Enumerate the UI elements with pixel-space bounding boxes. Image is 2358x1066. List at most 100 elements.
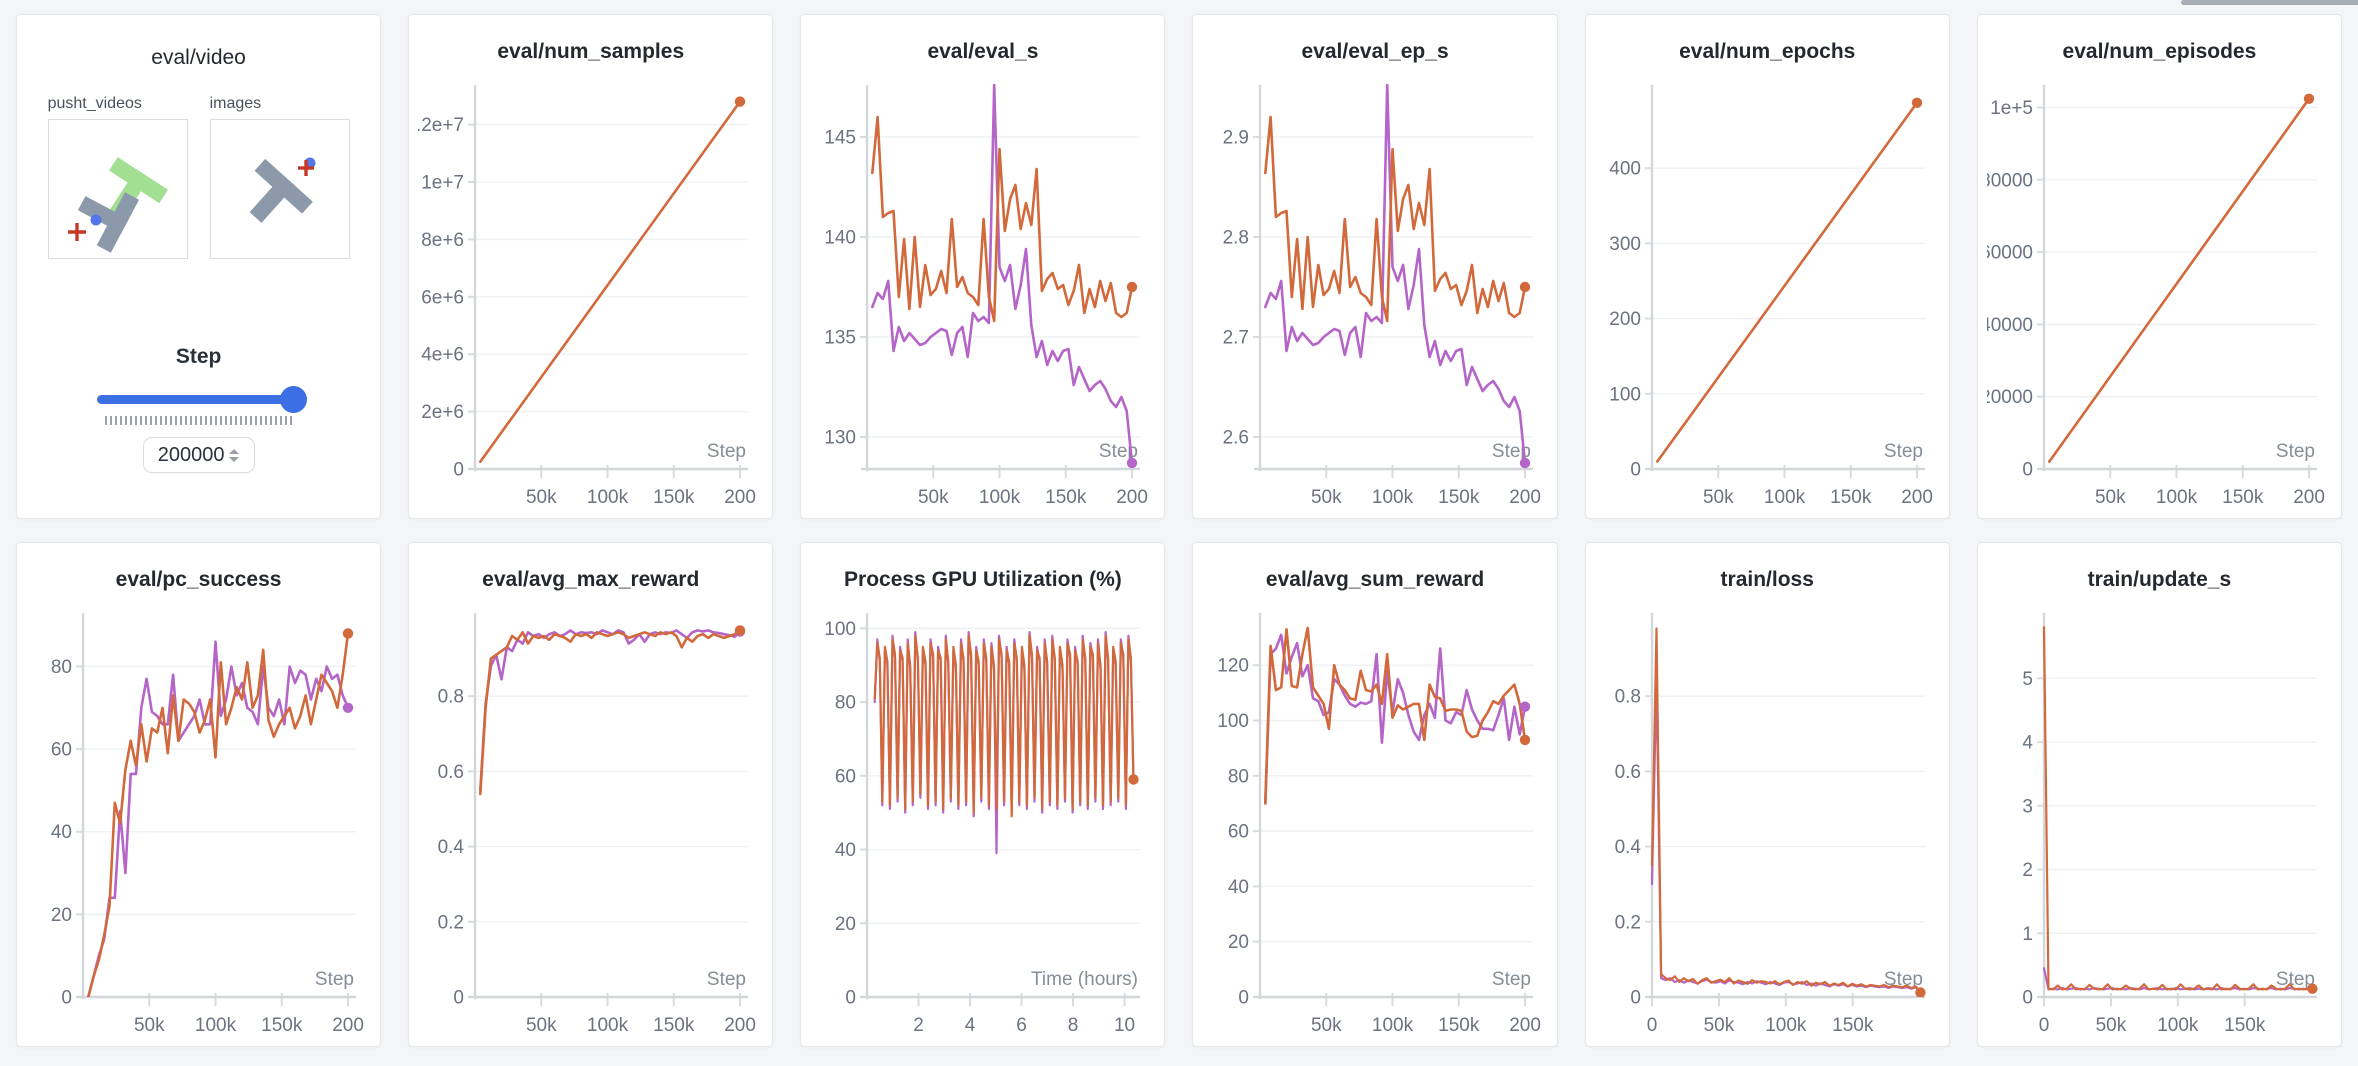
svg-text:150k: 150k (1830, 487, 1872, 508)
svg-text:80: 80 (51, 657, 72, 678)
svg-text:100k: 100k (1371, 1015, 1413, 1036)
pusht-env-render (67, 157, 168, 253)
svg-text:50k: 50k (2095, 1015, 2126, 1036)
chart-plot-num_samples[interactable]: 0 2e+6 4e+6 6e+6 8e+6 1e+7 1.2e+7 50k 100k 150k 20… (409, 75, 763, 518)
svg-text:100k: 100k (587, 487, 629, 508)
svg-text:150k: 150k (1046, 487, 1088, 508)
chart-svg: 0 20 40 60 80 100 120 50k 100k 150k 200 Step (1217, 613, 1541, 1036)
svg-text:100k: 100k (1764, 487, 1806, 508)
chart-panel-num_epochs: eval/num_epochs 0 100 200 300 400 50k 100k 150k 2… (1584, 14, 1950, 519)
svg-text:150k: 150k (653, 487, 695, 508)
step-slider-thumb[interactable] (279, 386, 307, 413)
chart-plot-pc_success[interactable]: 0 20 40 60 80 50k 100k 150k 200 Step (26, 603, 371, 1046)
svg-text:Step: Step (2276, 969, 2315, 990)
chart-panel-num_episodes: eval/num_episodes 0 20000 40000 60000 80000 1e… (1976, 14, 2342, 519)
svg-text:80: 80 (1227, 766, 1248, 787)
svg-text:20000: 20000 (1987, 387, 2033, 408)
stepper-buttons[interactable] (229, 448, 240, 462)
svg-text:Step: Step (315, 969, 354, 990)
svg-text:2: 2 (914, 1015, 925, 1036)
step-decrement-icon[interactable] (229, 456, 240, 462)
chart-plot-train_update_s[interactable]: 0 1 2 3 4 5 0 50k 100k 150k Step (1987, 603, 2332, 1046)
svg-text:10: 10 (1114, 1015, 1135, 1036)
svg-text:0.8: 0.8 (438, 687, 464, 708)
svg-text:5: 5 (2022, 669, 2033, 690)
svg-text:60: 60 (835, 766, 856, 787)
svg-text:0.6: 0.6 (438, 762, 464, 783)
svg-text:200: 200 (1509, 1015, 1541, 1036)
svg-text:0: 0 (1630, 460, 1641, 481)
svg-text:200: 200 (724, 1015, 756, 1036)
chart-plot-num_epochs[interactable]: 0 100 200 300 400 50k 100k 150k 200 Step (1595, 75, 1940, 518)
svg-text:0: 0 (2039, 1015, 2050, 1036)
chart-panel-train_loss: train/loss 0 0.2 0.4 0.6 0.8 0 50k 100k 150k Step (1584, 542, 1950, 1047)
chart-title: eval/eval_ep_s (1301, 40, 1449, 63)
horizontal-scrollbar-thumb[interactable] (2181, 0, 2358, 5)
svg-text:50k: 50k (1703, 1015, 1734, 1036)
svg-text:400: 400 (1609, 159, 1641, 180)
svg-text:Step: Step (1099, 441, 1138, 462)
svg-text:50k: 50k (1311, 1015, 1342, 1036)
panel-title: eval/video (151, 46, 246, 69)
chart-svg: 0 20 40 60 80 50k 100k 150k 200 Step (51, 613, 364, 1036)
svg-text:80000: 80000 (1987, 170, 2033, 191)
svg-text:200: 200 (2293, 487, 2325, 508)
svg-text:2.6: 2.6 (1222, 428, 1248, 449)
svg-text:8e+6: 8e+6 (421, 230, 464, 251)
svg-text:120: 120 (1217, 656, 1249, 677)
chart-plot-num_episodes[interactable]: 0 20000 40000 60000 80000 1e+5 50k 100k 150k 200 S… (1980, 75, 2332, 518)
svg-text:100k: 100k (1765, 1015, 1807, 1036)
svg-text:50k: 50k (1703, 487, 1734, 508)
chart-plot-avg_max_reward[interactable]: 0 0.2 0.4 0.6 0.8 50k 100k 150k 200 Step (418, 603, 763, 1046)
chart-plot-gpu_util[interactable]: 0 20 40 60 80 100 2 4 6 8 10 Time (hours) (810, 603, 1155, 1046)
step-slider[interactable] (96, 385, 307, 413)
svg-text:Step: Step (707, 441, 746, 462)
svg-text:50k: 50k (134, 1015, 165, 1036)
pusht-goal-render (249, 157, 316, 223)
svg-text:150k: 150k (1438, 487, 1480, 508)
step-increment-icon[interactable] (229, 448, 240, 454)
chart-plot-train_loss[interactable]: 0 0.2 0.4 0.6 0.8 0 50k 100k 150k Step (1595, 603, 1940, 1046)
svg-text:20: 20 (835, 914, 856, 935)
svg-text:6e+6: 6e+6 (421, 287, 464, 308)
svg-text:150k: 150k (653, 1015, 695, 1036)
svg-text:145: 145 (825, 128, 857, 149)
chart-plot-eval_s[interactable]: 130 135 140 145 50k 100k 150k 200 Step (810, 75, 1155, 518)
chart-plot-avg_sum_reward[interactable]: 0 20 40 60 80 100 120 50k 100k 150k 200 Step (1203, 603, 1548, 1046)
svg-text:2e+6: 2e+6 (421, 402, 464, 423)
svg-text:150k: 150k (1438, 1015, 1480, 1036)
chart-panel-eval_ep_s: eval/eval_ep_s 2.6 2.7 2.8 2.9 50k 100k 150k 200… (1192, 14, 1558, 519)
svg-text:Step: Step (1491, 441, 1530, 462)
svg-text:100: 100 (825, 619, 857, 640)
chart-svg: 2.6 2.7 2.8 2.9 50k 100k 150k 200 Step (1222, 83, 1541, 508)
svg-text:0: 0 (2022, 988, 2033, 1009)
goal-cross (67, 223, 86, 241)
svg-text:0: 0 (1646, 1015, 1657, 1036)
svg-text:100k: 100k (2157, 1015, 2199, 1036)
media-thumbnail-pusht-videos[interactable] (47, 119, 188, 259)
step-slider-label: Step (175, 345, 222, 368)
chart-svg: 0 20000 40000 60000 80000 1e+5 50k 100k 150k 200 S… (1980, 85, 2325, 508)
svg-text:2.9: 2.9 (1222, 128, 1248, 149)
chart-title: eval/eval_s (927, 40, 1039, 63)
chart-svg: 0 20 40 60 80 100 2 4 6 8 10 Time (hours) (825, 613, 1141, 1036)
svg-text:150k: 150k (1832, 1015, 1874, 1036)
chart-title: train/update_s (2087, 568, 2232, 591)
step-slider-track[interactable] (96, 395, 301, 404)
svg-text:0.4: 0.4 (1614, 837, 1641, 858)
chart-title: train/loss (1720, 568, 1814, 591)
svg-text:200: 200 (1117, 487, 1149, 508)
chart-plot-eval_ep_s[interactable]: 2.6 2.7 2.8 2.9 50k 100k 150k 200 Step (1203, 75, 1548, 518)
svg-text:200: 200 (332, 1015, 364, 1036)
svg-text:150k: 150k (2222, 487, 2264, 508)
svg-text:0.2: 0.2 (1614, 912, 1640, 933)
svg-text:2: 2 (2022, 860, 2033, 881)
media-thumbnail-images[interactable] (209, 119, 350, 259)
step-number-input[interactable]: 200000 (142, 437, 255, 473)
svg-text:0: 0 (1630, 988, 1641, 1009)
svg-text:40000: 40000 (1987, 315, 2033, 336)
svg-text:100k: 100k (979, 487, 1021, 508)
svg-text:1: 1 (2022, 924, 2033, 945)
svg-text:200: 200 (1509, 487, 1541, 508)
